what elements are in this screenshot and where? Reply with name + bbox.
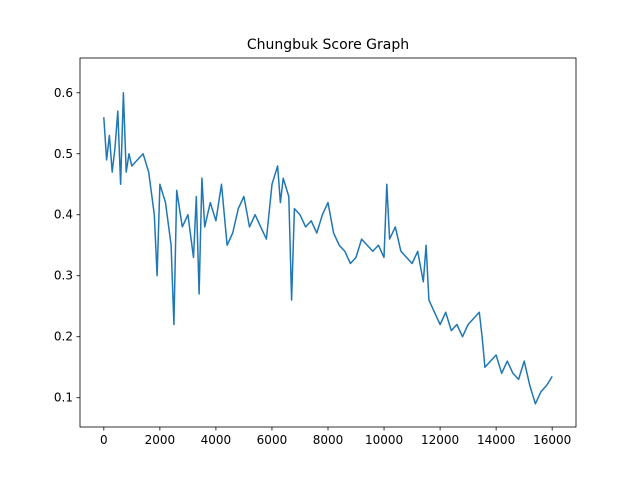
- x-tick-label: 4000: [201, 433, 232, 447]
- y-tick-label: 0.6: [54, 86, 73, 100]
- series-line-0: [103, 92, 553, 405]
- x-tick-label: 6000: [257, 433, 288, 447]
- plot-frame: [79, 57, 577, 428]
- y-tick-label: 0.3: [54, 269, 73, 283]
- y-tick-label: 0.1: [54, 391, 73, 405]
- x-axis: 0 2000 4000 6000 8000 10000 12000 14000 16000: [100, 427, 571, 447]
- y-tick-label: 0.2: [54, 330, 73, 344]
- y-tick-label: 0.5: [54, 147, 73, 161]
- chart-title: Chungbuk Score Graph: [247, 37, 409, 53]
- x-tick-label: 14000: [477, 433, 515, 447]
- x-tick-label: 8000: [313, 433, 344, 447]
- x-tick-label: 0: [100, 433, 108, 447]
- x-tick-label: 12000: [421, 433, 459, 447]
- y-tick-label: 0.4: [54, 208, 73, 222]
- y-axis: 0.1 0.2 0.3 0.4 0.5 0.6: [54, 86, 80, 405]
- plot-content: [103, 92, 553, 405]
- x-tick-label: 2000: [145, 433, 176, 447]
- x-tick-label: 10000: [365, 433, 403, 447]
- x-tick-label: 16000: [533, 433, 571, 447]
